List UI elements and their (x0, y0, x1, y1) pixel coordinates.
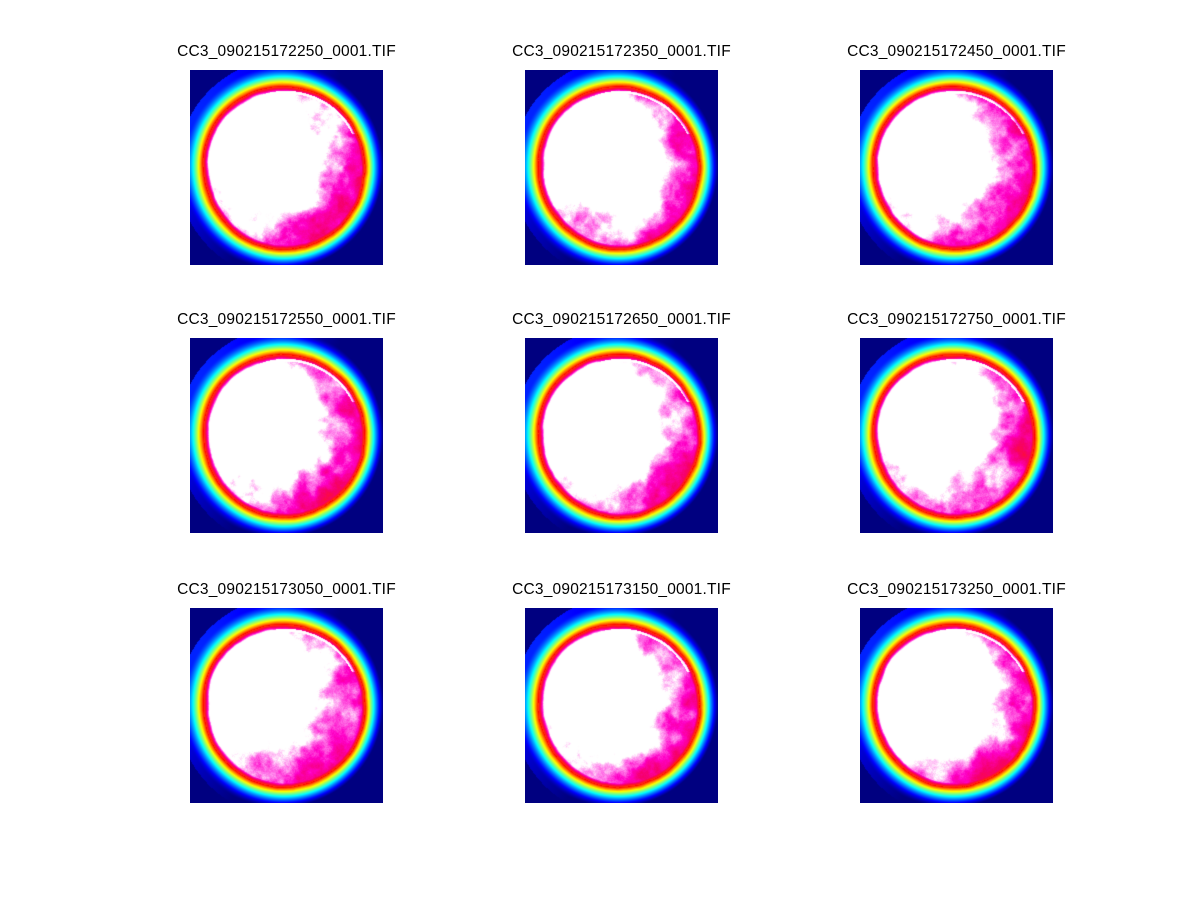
subplot-panel: CC3_090215172350_0001.TIF (512, 43, 731, 265)
subplot-panel: CC3_090215172450_0001.TIF (847, 43, 1066, 265)
subplot-panel: CC3_090215173250_0001.TIF (847, 581, 1066, 803)
thermal-image-canvas (525, 338, 718, 533)
thermal-image-canvas (190, 338, 383, 533)
thermal-image (190, 608, 383, 803)
thermal-image (860, 70, 1053, 265)
thermal-image-canvas (860, 338, 1053, 533)
panel-title: CC3_090215172550_0001.TIF (177, 311, 396, 328)
subplot-panel: CC3_090215172650_0001.TIF (512, 311, 731, 533)
panel-title: CC3_090215172250_0001.TIF (177, 43, 396, 60)
thermal-image-canvas (860, 608, 1053, 803)
panel-title: CC3_090215173050_0001.TIF (177, 581, 396, 598)
thermal-image-canvas (525, 70, 718, 265)
thermal-image-canvas (525, 608, 718, 803)
subplot-panel: CC3_090215172250_0001.TIF (177, 43, 396, 265)
panel-title: CC3_090215173150_0001.TIF (512, 581, 731, 598)
subplot-panel: CC3_090215172550_0001.TIF (177, 311, 396, 533)
panel-title: CC3_090215172350_0001.TIF (512, 43, 731, 60)
panel-title: CC3_090215172450_0001.TIF (847, 43, 1066, 60)
thermal-image (525, 608, 718, 803)
thermal-image (525, 70, 718, 265)
panel-title: CC3_090215172750_0001.TIF (847, 311, 1066, 328)
thermal-image-canvas (190, 608, 383, 803)
subplot-panel: CC3_090215173150_0001.TIF (512, 581, 731, 803)
thermal-image-canvas (190, 70, 383, 265)
thermal-image (860, 338, 1053, 533)
panel-title: CC3_090215173250_0001.TIF (847, 581, 1066, 598)
panel-title: CC3_090215172650_0001.TIF (512, 311, 731, 328)
thermal-image (190, 338, 383, 533)
subplot-panel: CC3_090215172750_0001.TIF (847, 311, 1066, 533)
thermal-image (525, 338, 718, 533)
subplot-panel: CC3_090215173050_0001.TIF (177, 581, 396, 803)
thermal-image (190, 70, 383, 265)
thermal-image (860, 608, 1053, 803)
thermal-image-canvas (860, 70, 1053, 265)
